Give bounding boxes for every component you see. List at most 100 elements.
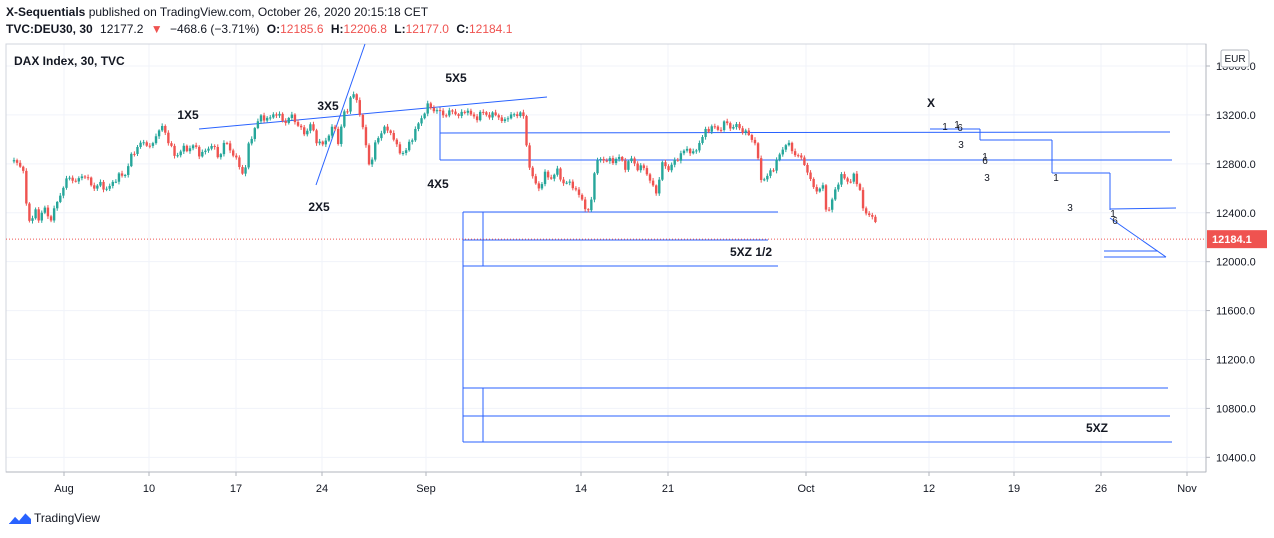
candle-body	[435, 110, 439, 112]
candle-body	[503, 119, 507, 122]
candle-body	[407, 141, 411, 151]
candle-body	[392, 132, 395, 140]
currency-badge[interactable]: EUR	[1220, 49, 1250, 68]
candle-body	[117, 173, 121, 182]
candle-body	[346, 111, 349, 113]
last-price-label: 12184.1	[1212, 234, 1252, 246]
candle-body	[173, 145, 176, 156]
candle-body	[460, 111, 463, 116]
candle-body	[198, 146, 201, 157]
candle-body	[509, 114, 513, 119]
candle-body	[142, 142, 145, 144]
time-tick-label: Nov	[1177, 483, 1197, 495]
candle-body	[445, 115, 448, 117]
candle-body	[303, 127, 306, 135]
candle-body	[377, 138, 380, 143]
candle-body	[238, 157, 241, 168]
candle-body	[593, 173, 596, 200]
candle-body	[605, 160, 608, 162]
candle-body	[722, 121, 726, 131]
candle-body	[738, 124, 741, 129]
time-tick-label: Aug	[54, 483, 74, 495]
candles-series	[12, 91, 877, 224]
candle-body	[599, 158, 602, 161]
candle-body	[448, 110, 451, 116]
candle-body	[164, 126, 167, 133]
count-mark: 1	[1053, 173, 1059, 184]
candle-body	[145, 142, 148, 146]
candle-body	[222, 142, 226, 155]
candle-body	[664, 162, 667, 167]
publish-info: X-Sequentials published on TradingView.c…	[6, 5, 428, 19]
candle-body	[472, 114, 476, 117]
candle-body	[565, 182, 568, 184]
candle-body	[457, 114, 460, 116]
wave-label: 5XZ 1/2	[730, 245, 772, 259]
candle-body	[204, 150, 207, 152]
candle-body	[15, 160, 19, 163]
candle-body	[102, 181, 105, 190]
time-axis[interactable]: Aug 10 17 24 Sep 14 21 Oct 12 19 26 Nov	[54, 472, 1197, 495]
candle-body	[830, 199, 834, 210]
footer-brand[interactable]: TradingView	[8, 511, 100, 525]
author-name[interactable]: X-Sequentials	[6, 5, 86, 19]
price-tick-label: 11200.0	[1216, 354, 1255, 366]
wave-label: 2X5	[308, 200, 330, 214]
candle-body	[49, 216, 53, 221]
candle-body	[642, 165, 646, 169]
candle-body	[417, 123, 420, 129]
wave-label: 5X5	[445, 71, 467, 85]
candle-body	[790, 142, 794, 152]
candle-body	[695, 150, 698, 152]
candle-body	[698, 143, 701, 151]
candle-body	[824, 185, 828, 210]
candle-body	[475, 116, 479, 121]
candle-body	[834, 189, 837, 200]
candle-body	[577, 189, 581, 195]
candle-body	[343, 111, 346, 127]
candle-body	[253, 128, 257, 139]
count-mark: 3	[958, 140, 964, 151]
candle-body	[247, 143, 250, 168]
candle-body	[580, 194, 584, 200]
change-value: −468.6 (−3.71%)	[170, 22, 260, 36]
candle-body	[864, 208, 868, 214]
candle-body	[454, 111, 457, 115]
wave-label: 4X5	[427, 177, 449, 191]
candle-body	[846, 178, 849, 182]
time-tick-label: 12	[923, 483, 935, 495]
candle-body	[729, 123, 732, 129]
time-tick-label: 14	[575, 483, 587, 495]
candle-body	[463, 111, 466, 113]
price-axis[interactable]: 13600.013200.012800.012400.012000.011600…	[1206, 61, 1256, 464]
candle-body	[583, 199, 587, 210]
candle-body	[556, 168, 559, 175]
candle-body	[522, 112, 525, 117]
time-tick-label: 21	[662, 483, 674, 495]
candle-body	[630, 158, 633, 162]
candle-body	[716, 126, 720, 130]
candle-body	[858, 184, 862, 190]
candle-body	[756, 143, 760, 159]
candle-body	[37, 209, 40, 221]
candle-body	[441, 110, 445, 116]
candle-body	[401, 152, 405, 154]
candle-body	[849, 181, 852, 183]
candle-body	[633, 158, 636, 164]
candle-body	[766, 175, 769, 180]
candle-body	[151, 143, 155, 146]
candle-body	[318, 141, 321, 144]
time-tick-label: 10	[143, 483, 155, 495]
candle-body	[429, 103, 432, 108]
candle-body	[139, 142, 142, 147]
candle-body	[244, 167, 247, 174]
candle-body	[494, 112, 497, 116]
candle-body	[284, 120, 287, 123]
candle-body	[744, 130, 747, 133]
candle-body	[265, 117, 269, 121]
candle-body	[482, 111, 485, 113]
ohlc-line: TVC:DEU30, 30 12177.2 ▼ −468.6 (−3.71%) …	[6, 22, 512, 36]
candle-body	[516, 114, 519, 117]
candle-body	[330, 126, 334, 136]
